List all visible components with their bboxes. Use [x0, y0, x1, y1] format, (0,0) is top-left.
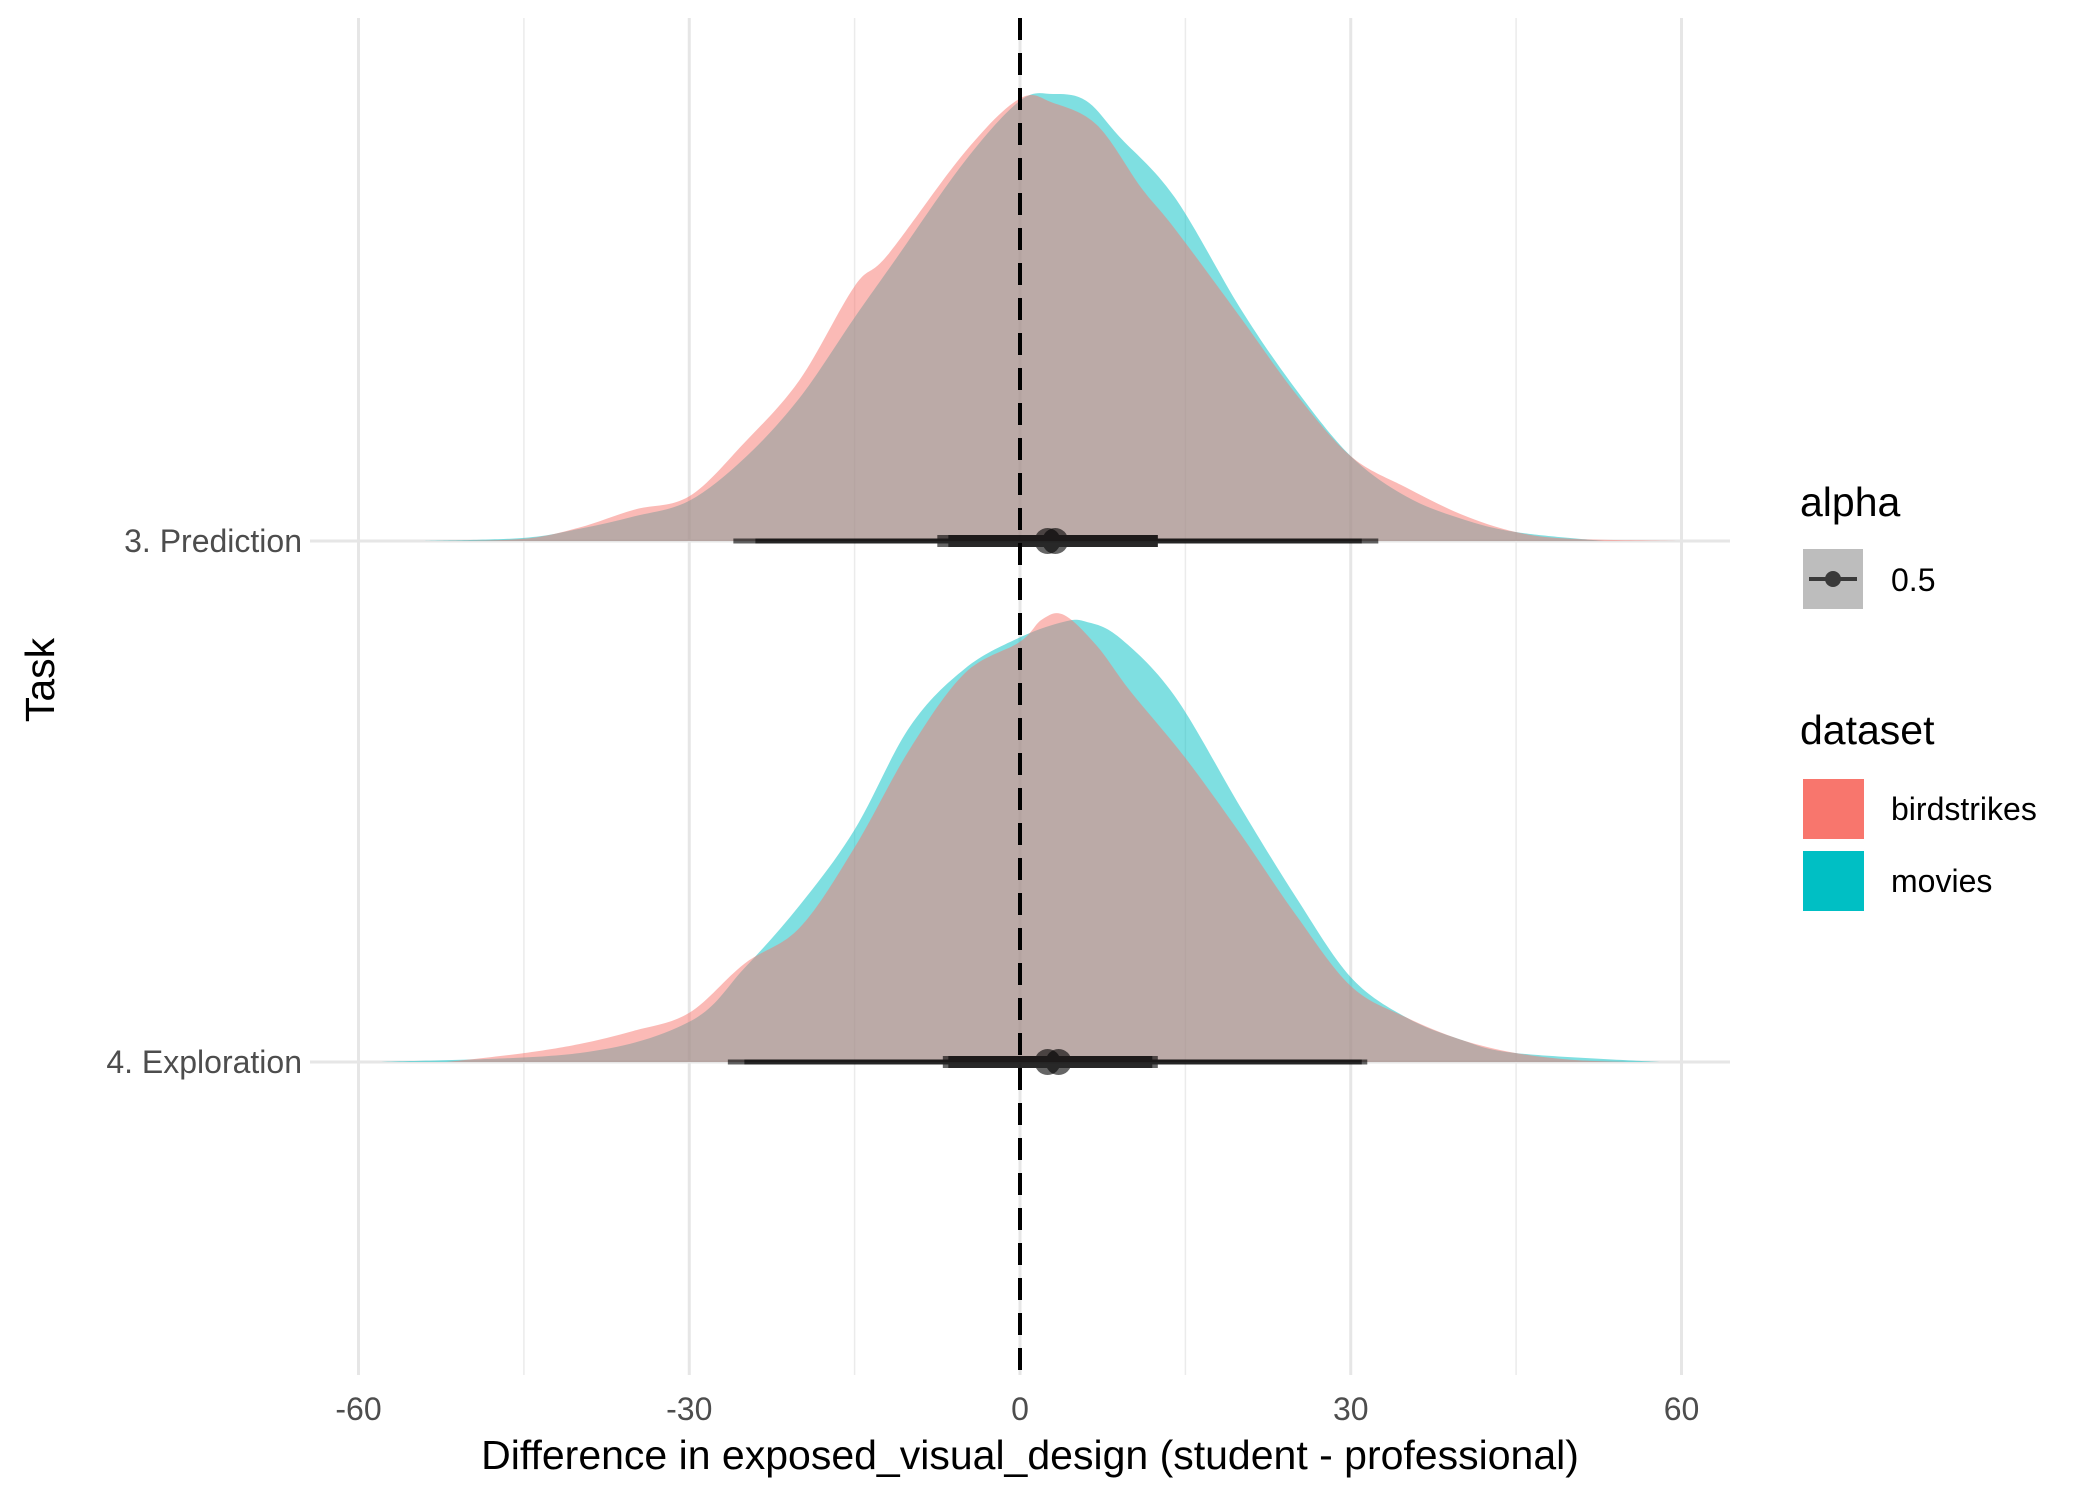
interval-layer	[727, 528, 1379, 1075]
legend-dataset: dataset birdstrikes movies	[1800, 707, 2037, 911]
x-tick-label: -30	[666, 1391, 712, 1427]
legend-label-movies: movies	[1891, 863, 1992, 899]
legend-dataset-title: dataset	[1800, 707, 1935, 753]
y-axis-title: Task	[17, 637, 63, 722]
legend-alpha: alpha 0.5	[1800, 479, 1935, 609]
x-axis-title: Difference in exposed_visual_design (stu…	[481, 1432, 1579, 1478]
legend-swatch-birdstrikes	[1803, 779, 1864, 839]
interval-birdstrikes	[733, 528, 1379, 554]
point-estimate	[1034, 1049, 1061, 1075]
density-birdstrikes-prediction	[435, 95, 1682, 541]
x-tick-labels: -60 -30 0 30 60	[335, 1391, 1699, 1427]
y-tick-label: 3. Prediction	[124, 523, 302, 559]
legend-label-birdstrikes: birdstrikes	[1891, 791, 2037, 827]
point-estimate	[1034, 528, 1061, 554]
density-layer	[380, 93, 1682, 1062]
x-tick-label: 60	[1664, 1391, 1700, 1427]
interval-birdstrikes	[727, 1049, 1362, 1075]
legend-swatch-movies	[1803, 851, 1864, 911]
x-tick-label: -60	[335, 1391, 381, 1427]
y-tick-label: 4. Exploration	[106, 1044, 302, 1080]
legend-alpha-key-point	[1825, 571, 1841, 587]
x-tick-label: 0	[1011, 1391, 1029, 1427]
density-birdstrikes-exploration	[446, 613, 1627, 1062]
legend-alpha-title: alpha	[1800, 479, 1901, 525]
y-tick-labels: 3. Prediction 4. Exploration	[106, 523, 302, 1080]
legend-alpha-label: 0.5	[1891, 562, 1935, 598]
x-tick-label: 30	[1333, 1391, 1369, 1427]
